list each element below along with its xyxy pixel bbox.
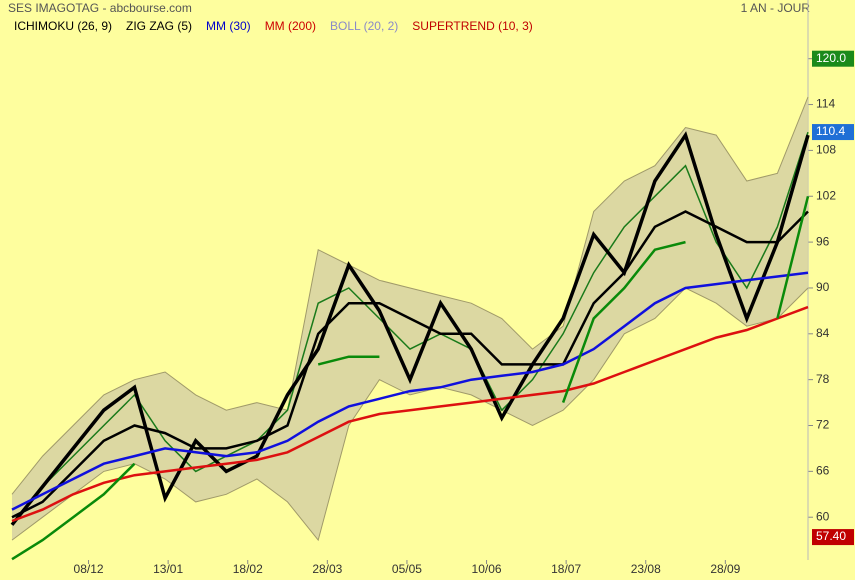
y-tick-label: 60 [816, 509, 830, 523]
series-line [11, 195, 810, 561]
legend-entry: ZIG ZAG (5) [126, 19, 192, 33]
series-line [11, 305, 809, 523]
y-tick-label: 90 [816, 280, 830, 294]
period: 1 AN - JOUR [741, 1, 811, 15]
x-tick-label: 05/05 [392, 562, 422, 576]
x-tick-label: 10/06 [472, 562, 502, 576]
value-marker-label: 110.4 [816, 124, 845, 138]
value-marker-label: 57.40 [816, 529, 846, 543]
boll-lower [11, 287, 809, 542]
legend-entry: BOLL (20, 2) [330, 19, 398, 33]
x-tick-label: 13/01 [153, 562, 183, 576]
y-tick-label: 120.0 [816, 51, 846, 65]
y-tick-label: 66 [816, 464, 830, 478]
y-tick-label: 72 [816, 418, 830, 432]
y-tick-label: 108 [816, 143, 836, 157]
legend-entry: SUPERTREND (10, 3) [412, 19, 532, 33]
y-tick-box [812, 50, 854, 67]
x-tick-label: 28/09 [710, 562, 740, 576]
value-marker [812, 529, 854, 546]
x-tick-label: 28/03 [312, 562, 342, 576]
series-line [11, 271, 809, 511]
y-tick-label: 78 [816, 372, 830, 386]
boll-upper [11, 96, 809, 495]
x-tick-label: 08/12 [74, 562, 104, 576]
y-tick-label: 102 [816, 188, 836, 202]
x-tick-label: 18/07 [551, 562, 581, 576]
x-tick-label: 23/08 [631, 562, 661, 576]
legend-entry: MM (30) [206, 19, 251, 33]
y-tick-label: 96 [816, 234, 830, 248]
legend-entry: ICHIMOKU (26, 9) [14, 19, 112, 33]
value-marker [812, 124, 854, 141]
price-line [11, 131, 809, 526]
legend-entry: MM (200) [265, 19, 316, 33]
series-line [10, 131, 810, 526]
x-tick-label: 18/02 [233, 562, 263, 576]
y-tick-label: 114 [816, 97, 835, 111]
y-tick-label: 84 [816, 326, 830, 340]
chart-title: SES IMAGOTAG - abcbourse.com [8, 1, 192, 15]
